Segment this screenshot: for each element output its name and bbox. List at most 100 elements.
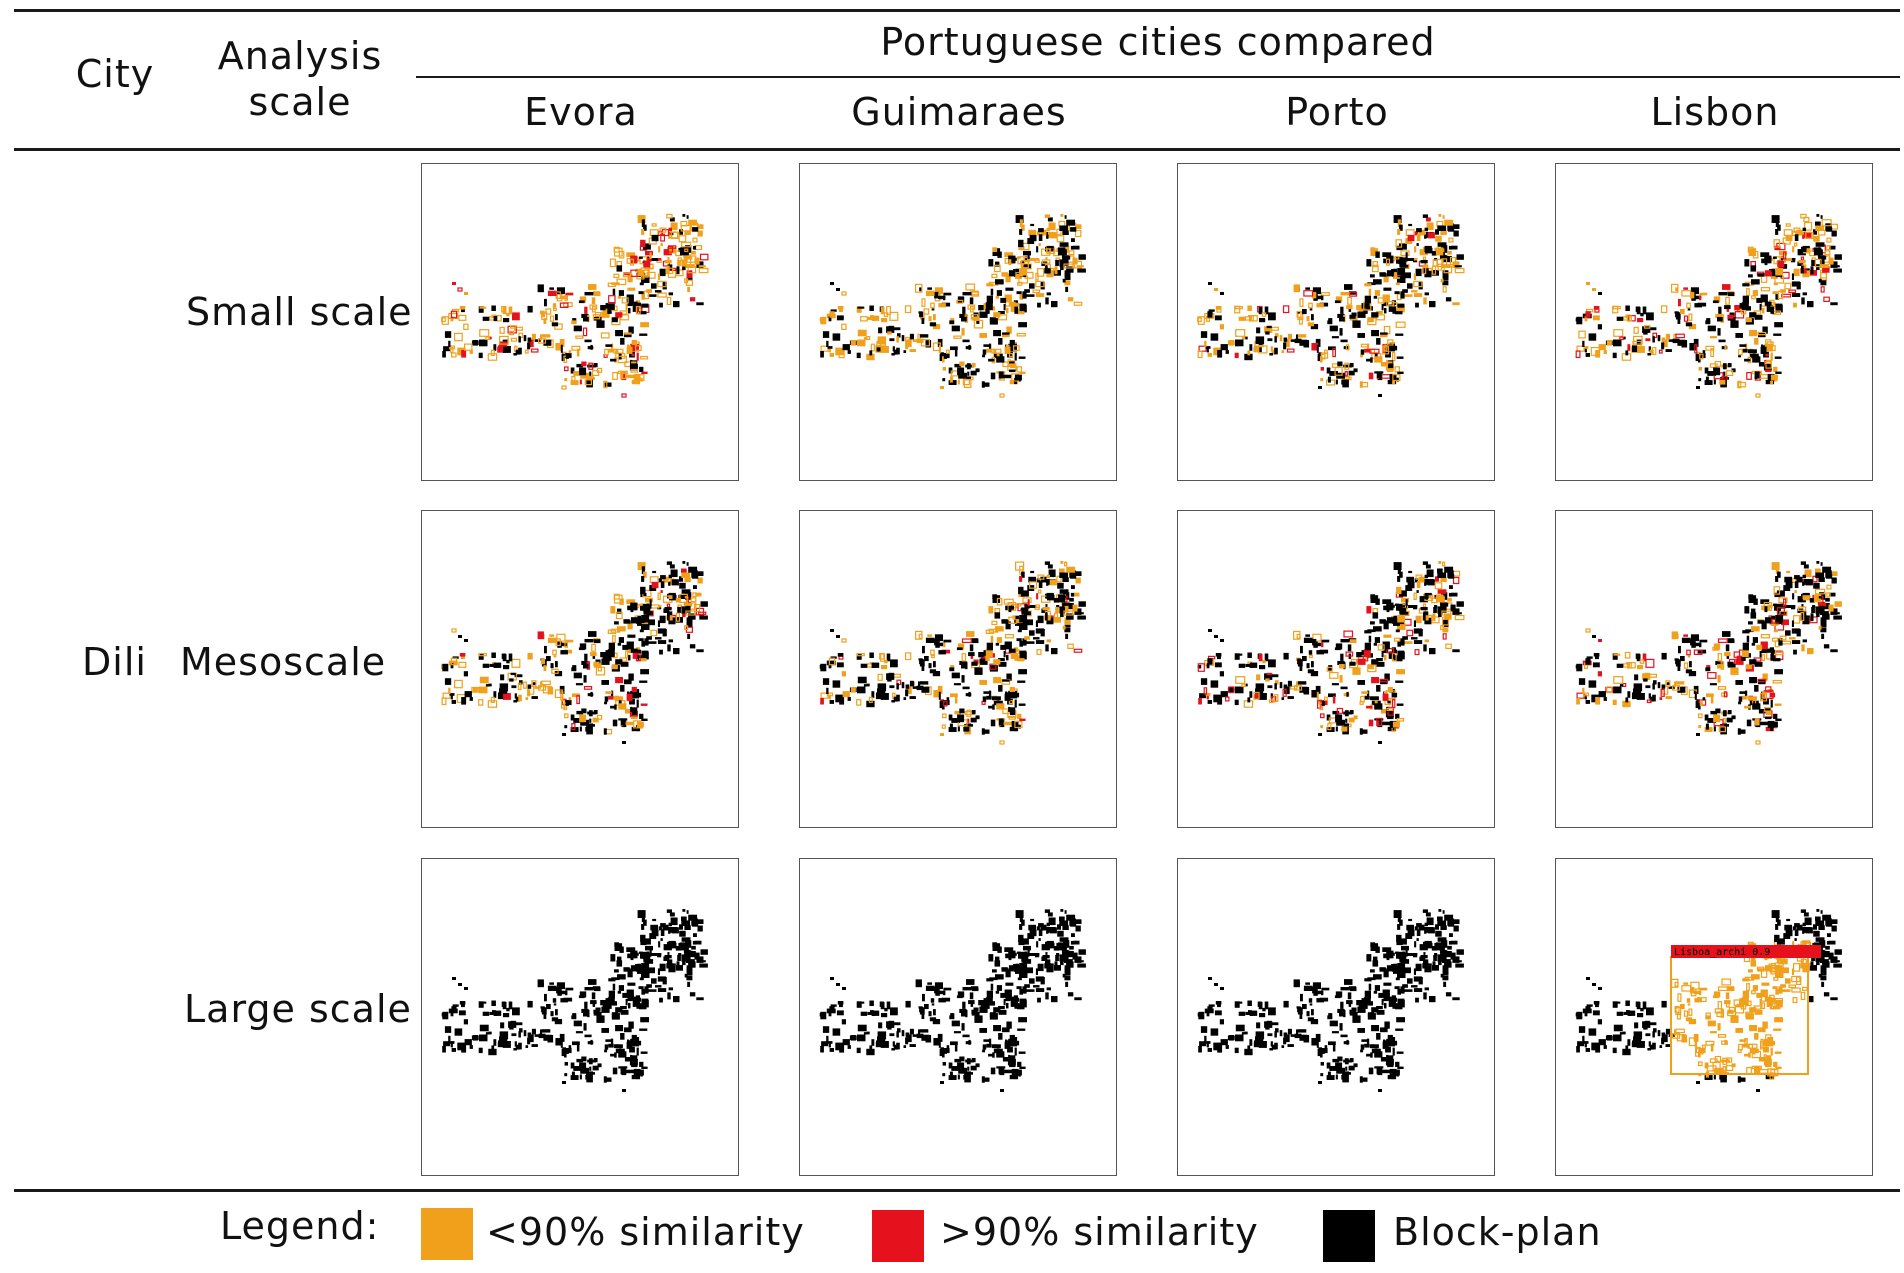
building-block — [1017, 1006, 1025, 1010]
building-block — [518, 1031, 521, 1038]
building-low-similarity — [1046, 227, 1050, 232]
building-low-similarity — [1760, 989, 1768, 998]
building-low-similarity — [1275, 680, 1279, 685]
building-low-similarity — [1772, 291, 1778, 295]
building-block — [836, 983, 840, 986]
building-low-similarity — [592, 717, 599, 723]
building-block — [586, 379, 593, 388]
building-block — [584, 639, 594, 643]
building-block — [1022, 291, 1027, 299]
building-block — [649, 947, 652, 954]
building-block — [682, 214, 686, 217]
building-block — [626, 1041, 633, 1049]
building-block — [1379, 1027, 1388, 1033]
building-low-similarity — [1754, 718, 1760, 726]
building-block — [691, 918, 698, 926]
building-block — [1070, 227, 1077, 232]
building-block — [871, 1011, 876, 1016]
building-block — [1025, 641, 1035, 644]
building-block — [1726, 653, 1730, 659]
building-block — [1784, 605, 1793, 608]
building-block — [1661, 1037, 1665, 1045]
building-block — [681, 954, 687, 962]
building-block — [1441, 940, 1448, 948]
building-block — [506, 659, 510, 664]
building-block — [1828, 952, 1834, 960]
building-block — [1738, 354, 1742, 358]
building-low-similarity — [986, 283, 994, 287]
building-block — [1680, 656, 1685, 662]
building-block — [1374, 718, 1384, 721]
building-block — [493, 1011, 498, 1016]
building-low-similarity — [1622, 700, 1631, 708]
building-low-similarity — [547, 687, 554, 695]
building-block — [581, 313, 589, 318]
building-block — [839, 697, 845, 705]
building-block — [647, 989, 657, 992]
building-low-similarity — [1395, 282, 1400, 286]
building-block — [628, 1002, 631, 1009]
building-block — [961, 675, 965, 683]
building-block — [1380, 1027, 1388, 1030]
building-low-similarity — [966, 631, 975, 637]
building-block — [679, 942, 688, 951]
building-low-similarity — [1396, 586, 1402, 595]
building-low-similarity — [875, 344, 882, 353]
building-block — [1225, 1045, 1229, 1049]
building-block — [584, 1001, 588, 1009]
building-low-similarity — [1719, 379, 1726, 385]
building-block — [1258, 693, 1267, 700]
building-block — [1305, 982, 1310, 985]
building-block — [1816, 214, 1820, 217]
building-low-similarity — [1197, 350, 1203, 359]
building-high-similarity — [1258, 654, 1263, 662]
building-block — [997, 251, 1002, 258]
building-block — [1046, 592, 1054, 596]
building-low-similarity — [1395, 321, 1406, 328]
building-block — [1577, 1041, 1585, 1047]
building-block — [1028, 605, 1037, 608]
building-block — [1386, 996, 1394, 1001]
building-low-similarity — [1040, 229, 1047, 236]
building-block — [1830, 956, 1838, 963]
building-block — [1800, 909, 1806, 913]
building-block — [1373, 642, 1378, 646]
building-block — [1373, 295, 1378, 299]
building-block — [1318, 1081, 1322, 1084]
building-block — [1003, 1069, 1012, 1074]
building-block — [1677, 318, 1681, 324]
building-block — [650, 924, 658, 931]
building-low-similarity — [1346, 305, 1353, 310]
building-block — [1041, 956, 1048, 961]
building-low-similarity — [649, 229, 659, 237]
building-low-similarity — [1770, 1047, 1773, 1056]
building-block — [1442, 975, 1449, 981]
building-block — [1392, 306, 1397, 314]
building-block — [1048, 917, 1056, 926]
building-block — [1046, 581, 1049, 586]
building-block — [623, 968, 631, 972]
building-block — [1306, 1011, 1310, 1017]
building-low-similarity — [688, 219, 698, 226]
building-high-similarity — [1435, 576, 1439, 582]
building-block — [1598, 987, 1602, 990]
building-block — [966, 723, 971, 727]
building-block — [1238, 663, 1246, 668]
building-low-similarity — [1780, 984, 1786, 988]
building-block — [1387, 353, 1391, 357]
building-low-similarity — [1335, 296, 1343, 303]
building-low-similarity — [971, 363, 976, 368]
building-block — [963, 1074, 970, 1080]
building-block — [1397, 566, 1401, 575]
building-block — [1454, 612, 1462, 615]
building-low-similarity — [1765, 1064, 1772, 1068]
building-block — [1002, 332, 1010, 335]
building-block — [1585, 700, 1590, 704]
building-block — [472, 1035, 478, 1041]
building-block — [630, 301, 638, 306]
building-low-similarity — [1348, 717, 1355, 723]
building-block — [1018, 669, 1027, 675]
building-block — [916, 685, 924, 691]
building-low-similarity — [1016, 602, 1022, 607]
building-low-similarity — [527, 652, 533, 660]
